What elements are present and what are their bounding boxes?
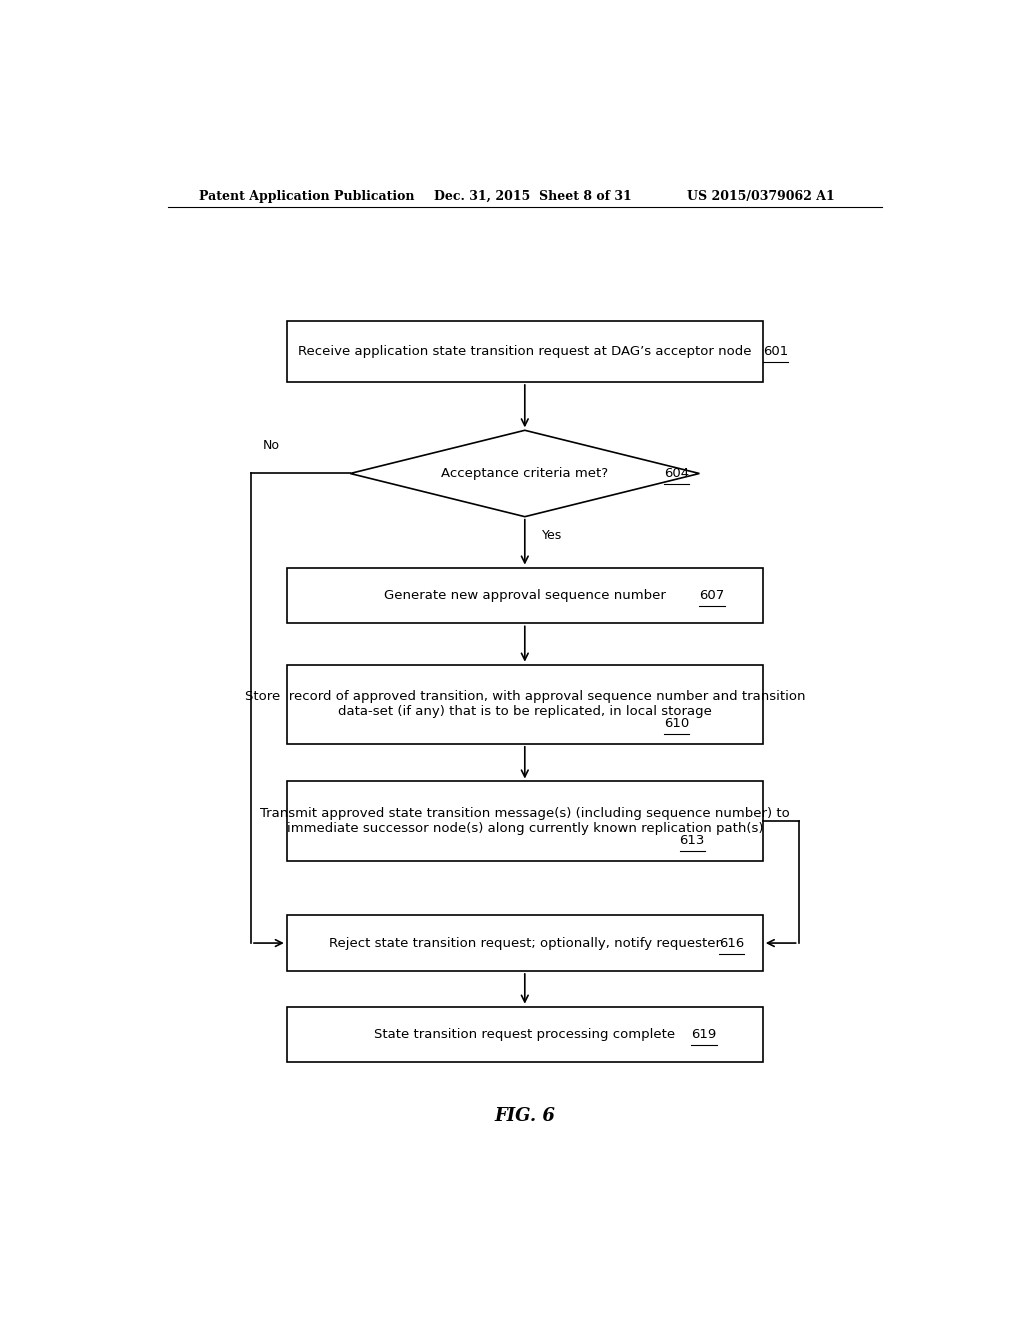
Text: Store  record of approved transition, with approval sequence number and transiti: Store record of approved transition, wit… bbox=[245, 690, 805, 718]
Text: State transition request processing complete: State transition request processing comp… bbox=[374, 1028, 676, 1041]
FancyBboxPatch shape bbox=[287, 1007, 763, 1063]
Text: 616: 616 bbox=[719, 937, 744, 949]
FancyBboxPatch shape bbox=[287, 321, 763, 381]
FancyBboxPatch shape bbox=[287, 781, 763, 861]
Text: Dec. 31, 2015  Sheet 8 of 31: Dec. 31, 2015 Sheet 8 of 31 bbox=[433, 190, 631, 202]
FancyBboxPatch shape bbox=[287, 664, 763, 744]
Text: Yes: Yes bbox=[543, 528, 562, 541]
Text: 610: 610 bbox=[664, 717, 689, 730]
Text: Patent Application Publication: Patent Application Publication bbox=[200, 190, 415, 202]
Text: 607: 607 bbox=[699, 589, 725, 602]
Text: 613: 613 bbox=[680, 834, 705, 847]
Text: 601: 601 bbox=[763, 345, 788, 358]
Text: Receive application state transition request at DAG’s acceptor node: Receive application state transition req… bbox=[298, 345, 752, 358]
FancyBboxPatch shape bbox=[287, 915, 763, 972]
Text: No: No bbox=[263, 440, 280, 451]
FancyBboxPatch shape bbox=[287, 568, 763, 623]
Text: Acceptance criteria met?: Acceptance criteria met? bbox=[441, 467, 608, 480]
Text: 604: 604 bbox=[664, 467, 689, 480]
Text: Generate new approval sequence number: Generate new approval sequence number bbox=[384, 589, 666, 602]
Text: US 2015/0379062 A1: US 2015/0379062 A1 bbox=[687, 190, 836, 202]
Polygon shape bbox=[350, 430, 699, 516]
Text: FIG. 6: FIG. 6 bbox=[495, 1107, 555, 1125]
Text: Transmit approved state transition message(s) (including sequence number) to
imm: Transmit approved state transition messa… bbox=[260, 807, 790, 836]
Text: 619: 619 bbox=[691, 1028, 717, 1041]
Text: Reject state transition request; optionally, notify requester: Reject state transition request; optiona… bbox=[329, 937, 721, 949]
